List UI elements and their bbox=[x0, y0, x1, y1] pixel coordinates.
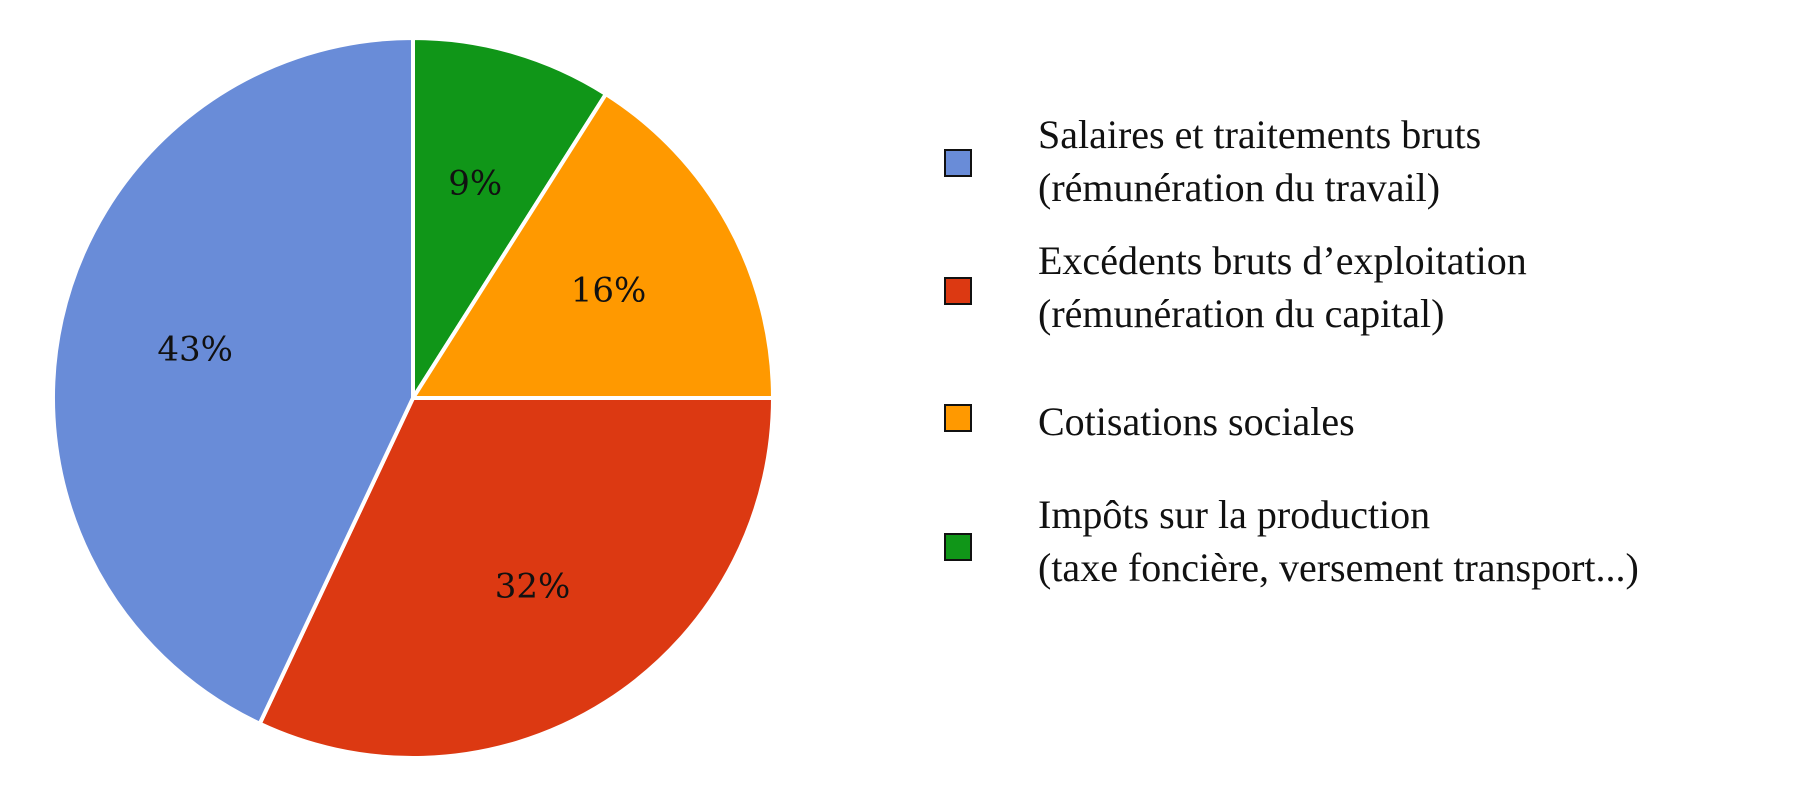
legend-swatch-green bbox=[944, 533, 972, 561]
legend-label-cotisations: Cotisations sociales bbox=[1038, 395, 1355, 448]
legend-label-impots: Impôts sur la production (taxe foncière,… bbox=[1038, 488, 1639, 594]
legend-label-salaires: Salaires et traitements bruts (rémunérat… bbox=[1038, 108, 1481, 214]
legend-item-impots bbox=[944, 533, 972, 561]
pie-slice-impots bbox=[411, 36, 608, 400]
legend-item-cotisations bbox=[944, 404, 972, 432]
slice-label-salaires: 43% bbox=[157, 329, 233, 369]
legend-item-ebe bbox=[944, 277, 972, 305]
legend-label-line2: (rémunération du capital) bbox=[1038, 291, 1445, 336]
pie-chart: 9% 16% 32% 43% bbox=[51, 36, 775, 760]
legend-swatch-red bbox=[944, 277, 972, 305]
legend-label-line2: (rémunération du travail) bbox=[1038, 165, 1441, 210]
legend-label-ebe: Excédents bruts d’exploitation (rémunéra… bbox=[1038, 234, 1527, 340]
pie-slice-salaires bbox=[51, 36, 415, 726]
legend-label-line1: Cotisations sociales bbox=[1038, 399, 1355, 444]
legend-swatch-blue bbox=[944, 149, 972, 177]
legend-label-line1: Salaires et traitements bruts bbox=[1038, 112, 1482, 157]
pie-slice-cotisations bbox=[411, 92, 775, 400]
legend-label-line1: Excédents bruts d’exploitation bbox=[1038, 238, 1527, 283]
slice-label-ebe: 32% bbox=[495, 566, 571, 606]
slice-label-cotisations: 16% bbox=[571, 270, 647, 310]
legend-swatch-orange bbox=[944, 404, 972, 432]
slice-label-impots: 9% bbox=[448, 164, 502, 204]
legend-label-line1: Impôts sur la production bbox=[1038, 492, 1431, 537]
legend-item-salaires bbox=[944, 149, 972, 177]
legend-label-line2: (taxe foncière, versement transport...) bbox=[1038, 545, 1639, 590]
pie-slice-ebe bbox=[257, 396, 775, 760]
